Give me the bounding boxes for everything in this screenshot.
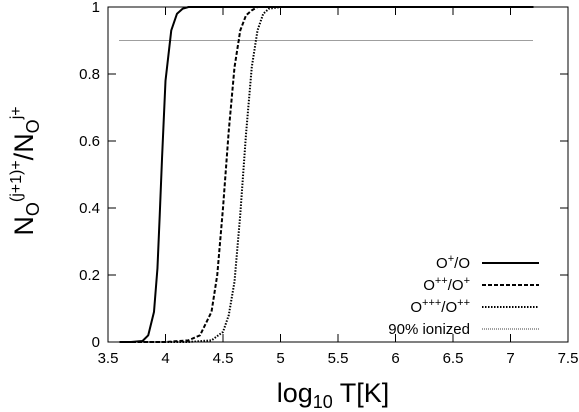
x-tick-label: 4.5 [213, 350, 234, 367]
legend-label-3: 90% ionized [388, 321, 470, 338]
y-tick-label: 0.8 [79, 66, 100, 83]
series-line-2 [119, 6, 534, 343]
x-tick-label: 6.5 [443, 350, 464, 367]
legend-label-1: O++/O+ [423, 275, 470, 294]
plot-frame [107, 6, 569, 343]
x-tick-label: 7.5 [558, 350, 579, 367]
x-tick-label: 7 [506, 350, 514, 367]
x-axis-label: log10 T[K] [277, 378, 390, 412]
y-tick-label: 0 [92, 334, 100, 351]
series-line-1 [119, 6, 534, 343]
y-axis-label-sub1: O [23, 202, 43, 216]
y-tick-label: 0.4 [79, 200, 100, 217]
y-tick-label: 0.6 [79, 133, 100, 150]
y-axis-label-n1: N [9, 216, 39, 236]
axis-ticks: 3.5 4 4.5 5 5.5 6 6.5 7 7.5 0 0.2 0.4 0.6 0.8 1 [79, 0, 578, 367]
y-tick-label: 0.2 [79, 267, 100, 284]
y-tick-label: 1 [92, 0, 100, 16]
x-tick-label: 4 [161, 350, 169, 367]
y-axis-label-sup2: j+ [8, 106, 25, 120]
legend-label-0: O+/O [436, 253, 470, 272]
x-axis-label-rest: T[K] [333, 378, 390, 408]
x-tick-label: 5 [276, 350, 284, 367]
y-axis-label-slash: /N [9, 133, 39, 160]
x-tick-label: 3.5 [98, 350, 119, 367]
legend-label-2: O+++/O++ [410, 297, 470, 316]
legend: O+/O O++/O+ O+++/O++ 90% ionized [388, 253, 539, 338]
x-axis-label-sub: 10 [313, 392, 333, 412]
x-axis-label-base: log [277, 378, 313, 408]
y-axis-label: NO(j+1)+/NOj+ [8, 106, 43, 235]
series-line-0 [119, 6, 534, 343]
series-lines [119, 6, 534, 343]
x-tick-label: 6 [391, 350, 399, 367]
y-axis-label-sup1: (j+1)+ [8, 160, 25, 202]
x-tick-label: 5.5 [328, 350, 349, 367]
plot-area [107, 6, 569, 343]
y-axis-label-sub2: O [23, 119, 43, 133]
